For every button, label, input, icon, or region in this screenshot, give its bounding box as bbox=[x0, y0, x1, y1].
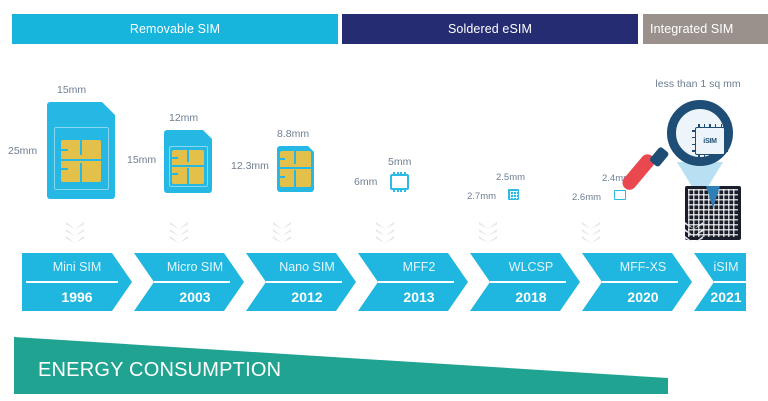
mini-sim-card-graphic bbox=[47, 101, 116, 199]
micro-sim-inner-outline bbox=[169, 146, 208, 188]
energy-consumption-banner: ENERGY CONSUMPTION bbox=[14, 337, 668, 394]
timeline-year-isim: 2021 bbox=[710, 289, 742, 305]
nano-sim-gold-contact-pad bbox=[280, 151, 311, 187]
timeline-item-mff2[interactable]: MFF2 2013 bbox=[358, 253, 468, 311]
timeline-divider bbox=[490, 281, 566, 283]
mini-sim-height-label: 25mm bbox=[8, 145, 38, 157]
mff2-bottom-pins bbox=[393, 188, 406, 192]
isim-chip-top-legs bbox=[698, 124, 722, 128]
isim-chip-right-legs bbox=[724, 130, 728, 152]
energy-consumption-label: ENERGY CONSUMPTION bbox=[38, 359, 282, 381]
nano-sim-width-label: 8.8mm bbox=[277, 128, 310, 140]
nano-sim-card-graphic bbox=[277, 145, 315, 192]
timeline-name-mini-sim: Mini SIM bbox=[52, 260, 102, 274]
timeline-name-wlcsp: WLCSP bbox=[508, 260, 554, 274]
isim-host-die-graphic bbox=[685, 186, 741, 240]
mff2-width-label: 5mm bbox=[388, 156, 412, 168]
timeline-name-mff2: MFF2 bbox=[402, 260, 436, 274]
chevron-down-icon bbox=[582, 222, 600, 246]
isim-size-caption: less than 1 sq mm bbox=[655, 78, 741, 90]
isim-magnifier-illustration: less than 1 sq mm iSIM bbox=[619, 78, 757, 243]
mini-sim-inner-outline bbox=[54, 127, 109, 191]
timeline-item-mff-xs[interactable]: MFF-XS 2020 bbox=[582, 253, 692, 311]
mffxs-chip-graphic bbox=[614, 190, 626, 200]
category-label-removable-sim: Removable SIM bbox=[129, 22, 221, 36]
chevron-down-icon bbox=[376, 222, 394, 246]
timeline-year-mff-xs: 2020 bbox=[627, 289, 659, 305]
timeline-year-nano-sim: 2012 bbox=[291, 289, 323, 305]
micro-sim-height-label: 15mm bbox=[127, 154, 157, 166]
micro-sim-gold-contact-pad bbox=[172, 150, 204, 184]
mffxs-height-label: 2.6mm bbox=[572, 192, 602, 203]
mffxs-width-label: 2.4mm bbox=[602, 173, 632, 184]
chevron-down-icon bbox=[273, 222, 291, 246]
isim-chip-label: iSIM bbox=[703, 137, 717, 145]
timeline-divider bbox=[26, 281, 118, 283]
timeline-year-micro-sim: 2003 bbox=[179, 289, 211, 305]
wlcsp-width-label: 2.5mm bbox=[496, 172, 526, 183]
category-label-soldered-esim: Soldered eSIM bbox=[448, 22, 532, 36]
timeline-divider bbox=[266, 281, 342, 283]
isim-chip-bottom-legs bbox=[698, 154, 722, 158]
wlcsp-height-label: 2.7mm bbox=[467, 191, 497, 202]
timeline-year-mini-sim: 1996 bbox=[61, 289, 93, 305]
mini-sim-cut-corner bbox=[101, 101, 116, 116]
mff2-top-pins bbox=[393, 172, 406, 176]
sim-timeline: Mini SIM 1996 Micro SIM 2003 Nano SIM 20… bbox=[22, 253, 746, 311]
timeline-divider bbox=[602, 281, 678, 283]
micro-sim-cut-corner bbox=[202, 129, 213, 140]
category-bar-soldered-esim: Soldered eSIM bbox=[342, 14, 638, 44]
isim-chip-graphic: iSIM bbox=[692, 124, 728, 158]
mff2-chip-graphic bbox=[390, 172, 409, 192]
category-bar-integrated-sim: Integrated SIM bbox=[643, 14, 768, 44]
nano-sim-height-label: 12.3mm bbox=[231, 160, 269, 172]
category-bar-removable-sim: Removable SIM bbox=[12, 14, 338, 44]
mini-sim-gold-contact-pad bbox=[61, 140, 101, 182]
timeline-year-mff2: 2013 bbox=[403, 289, 435, 305]
timeline-item-wlcsp[interactable]: WLCSP 2018 bbox=[470, 253, 580, 311]
isim-chip-left-legs bbox=[692, 130, 696, 152]
timeline-name-nano-sim: Nano SIM bbox=[279, 260, 335, 274]
timeline-year-wlcsp: 2018 bbox=[515, 289, 547, 305]
category-label-integrated-sim: Integrated SIM bbox=[650, 22, 734, 36]
timeline-name-micro-sim: Micro SIM bbox=[166, 260, 224, 274]
timeline-item-mini-sim[interactable]: Mini SIM 1996 bbox=[22, 253, 132, 311]
timeline-name-mff-xs: MFF-XS bbox=[619, 260, 667, 274]
timeline-name-isim: iSIM bbox=[713, 260, 739, 274]
timeline-divider bbox=[378, 281, 454, 283]
chevron-down-icon bbox=[479, 222, 497, 246]
wlcsp-chip-graphic bbox=[508, 189, 519, 200]
timeline-divider bbox=[154, 281, 230, 283]
magnifier-lens-icon: iSIM bbox=[667, 100, 733, 166]
chevron-down-icon bbox=[170, 222, 188, 246]
sim-size-comparison-stage: 15mm 25mm 12mm 15mm bbox=[0, 50, 768, 240]
chevron-down-icon bbox=[66, 222, 84, 246]
chevron-down-icon bbox=[685, 222, 703, 246]
timeline-item-isim[interactable]: iSIM 2021 bbox=[694, 253, 746, 311]
timeline-divider bbox=[714, 281, 746, 283]
micro-sim-card-graphic bbox=[164, 129, 213, 193]
timeline-item-micro-sim[interactable]: Micro SIM 2003 bbox=[134, 253, 244, 311]
timeline-item-nano-sim[interactable]: Nano SIM 2012 bbox=[246, 253, 356, 311]
mini-sim-width-label: 15mm bbox=[57, 84, 87, 96]
micro-sim-width-label: 12mm bbox=[169, 112, 199, 124]
wlcsp-ball-grid bbox=[509, 190, 518, 199]
nano-sim-cut-corner bbox=[307, 145, 315, 153]
mff2-height-label: 6mm bbox=[354, 176, 378, 188]
